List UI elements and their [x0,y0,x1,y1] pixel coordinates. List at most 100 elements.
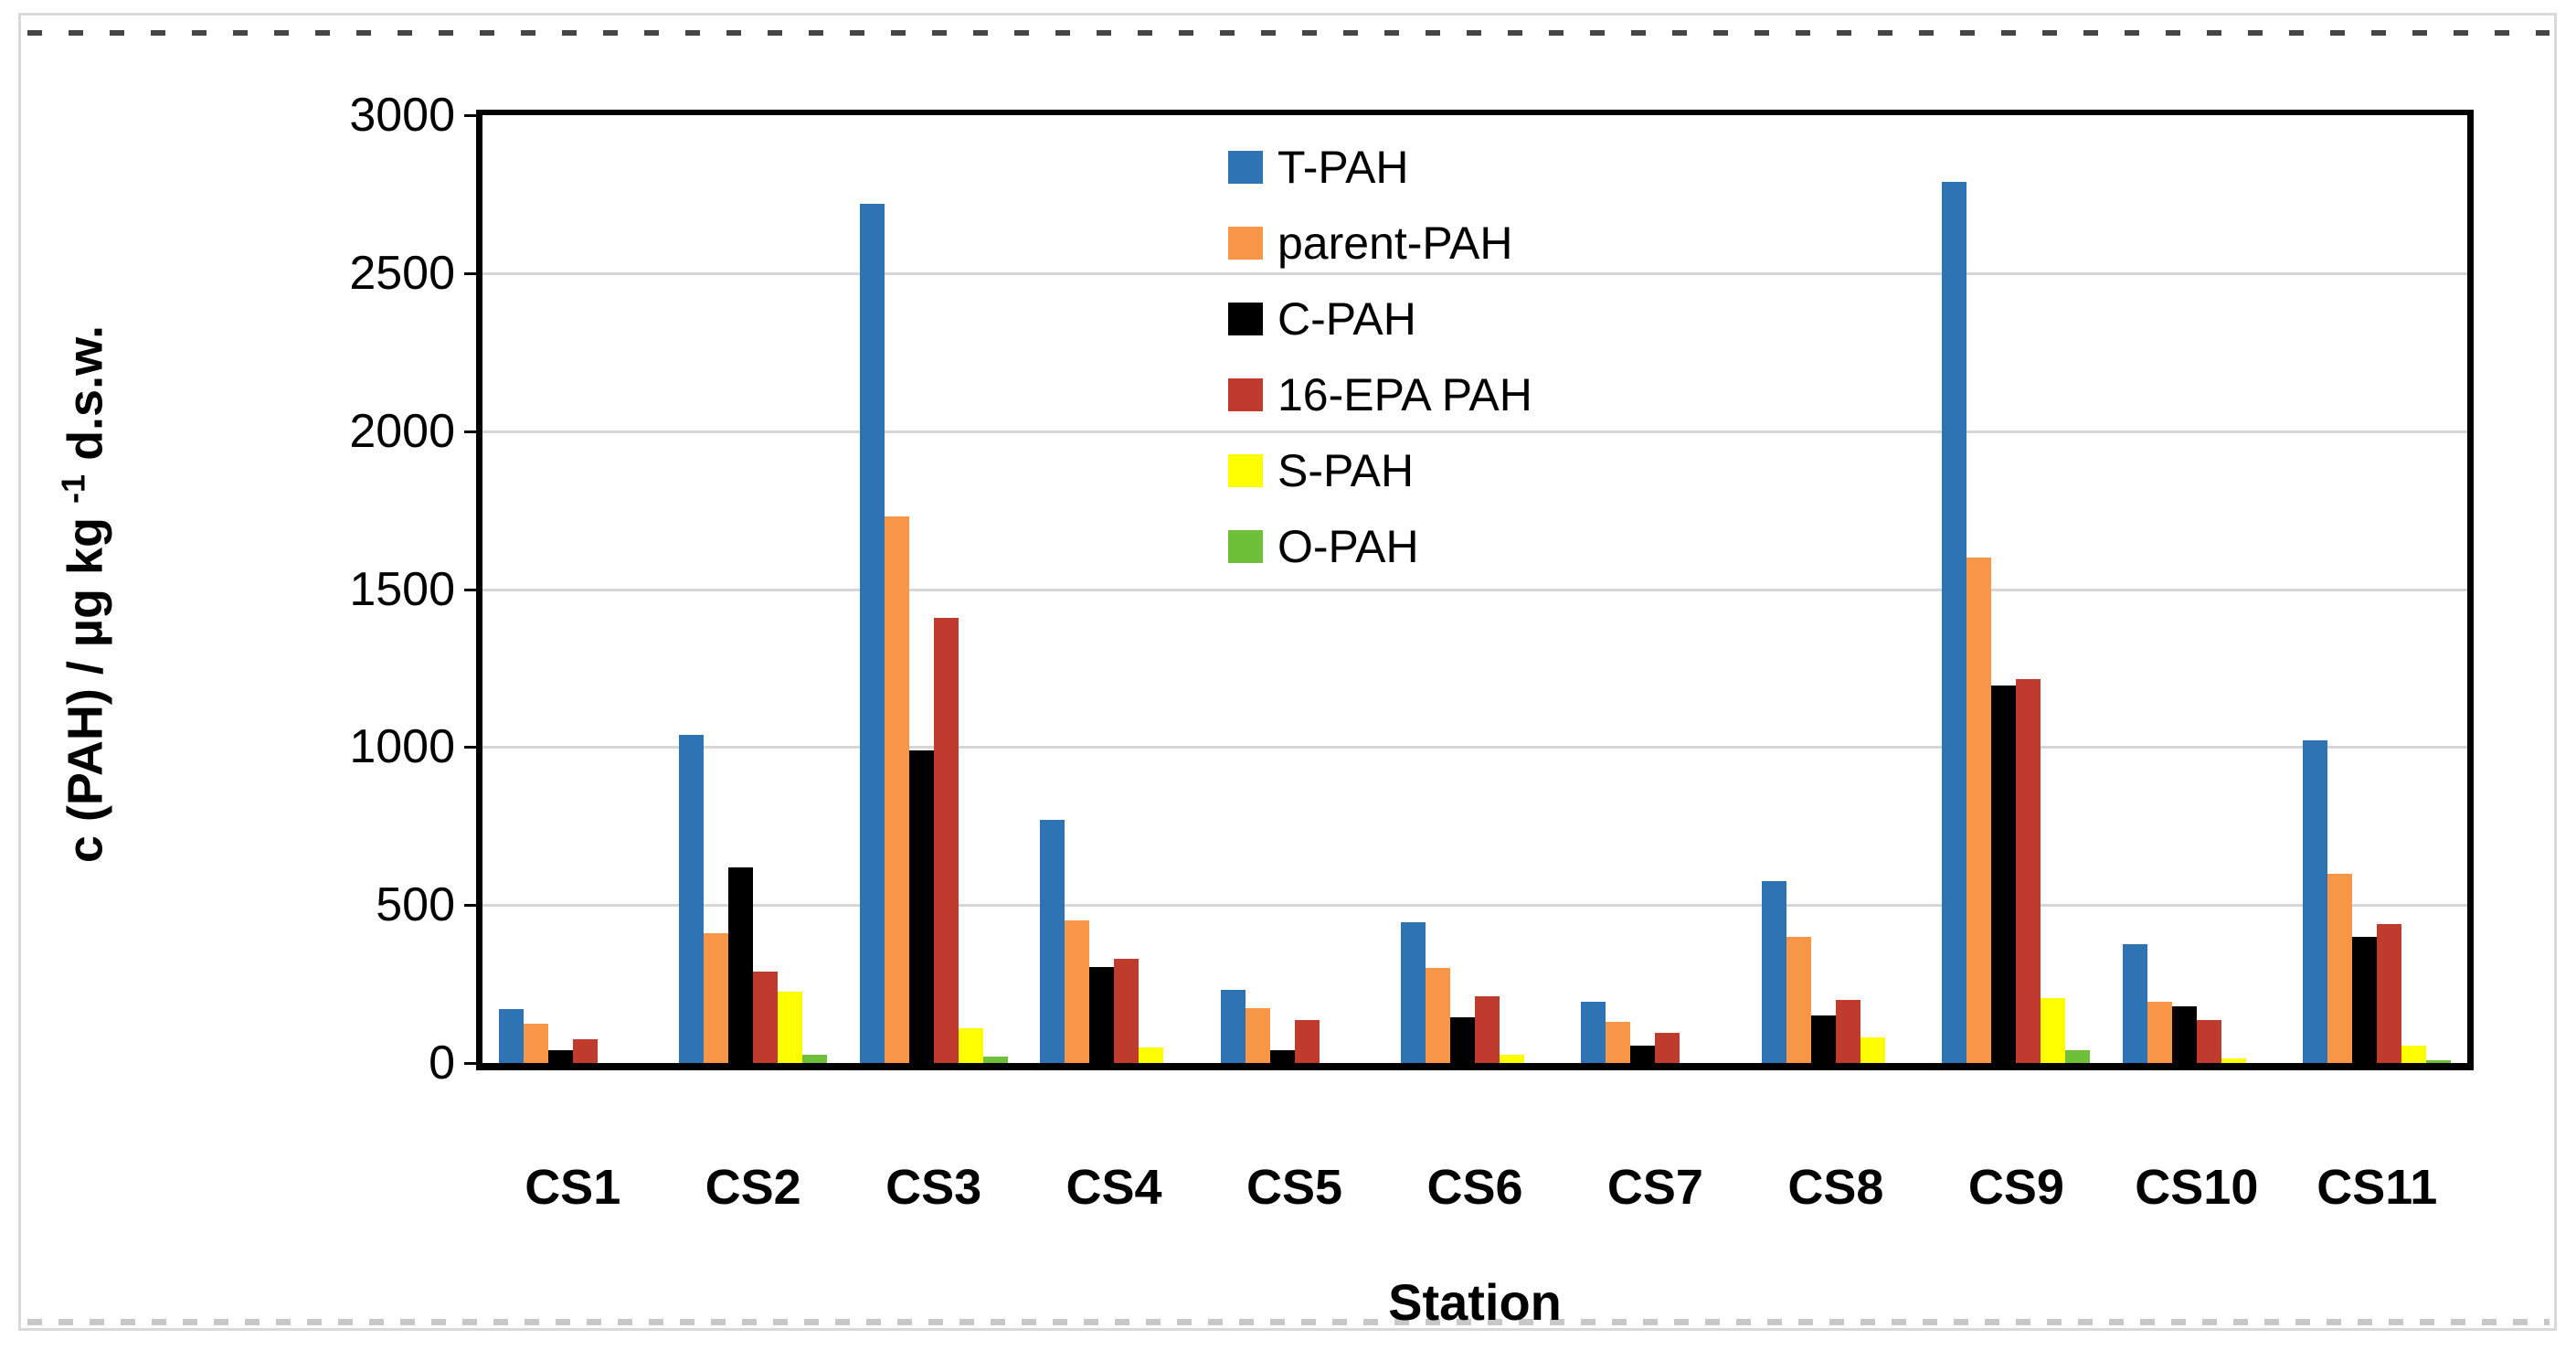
bar-CS9-C-PAH [1991,685,2017,1063]
legend-swatch-icon [1228,151,1263,184]
bar-CS3-parent-PAH [884,516,909,1063]
bar-CS4-C-PAH [1089,966,1115,1063]
bar-CS11-S-PAH [2401,1045,2427,1063]
x-tick-label: CS11 [2316,1160,2438,1215]
legend-label: parent-PAH [1277,218,1513,269]
bar-CS2-S-PAH [778,992,803,1063]
bar-CS9-O-PAH [2065,1050,2091,1063]
bar-CS4-T-PAH [1040,819,1065,1063]
bar-CS3-S-PAH [958,1027,983,1063]
bar-CS7-16-EPA PAH [1655,1033,1680,1063]
bar-CS9-S-PAH [2041,998,2066,1063]
bar-CS7-T-PAH [1581,1001,1606,1063]
y-tick-mark [464,430,477,433]
gridline [482,746,2467,749]
x-tick-label: CS7 [1606,1160,1703,1215]
legend-label: O-PAH [1277,521,1419,572]
y-tick-mark [464,588,477,591]
bar-CS11-O-PAH [2426,1059,2452,1063]
bar-CS10-C-PAH [2171,1005,2197,1063]
legend-item-16-EPA PAH: 16-EPA PAH [1228,372,1532,418]
y-tick-mark [464,746,477,749]
axis-right [2467,110,2474,1070]
bar-CS1-T-PAH [498,1009,524,1063]
legend-swatch-icon [1228,227,1263,260]
bar-CS11-16-EPA PAH [2377,923,2402,1063]
y-tick-label: 500 [376,878,455,932]
figure-border [18,13,2557,1331]
bar-CS8-16-EPA PAH [1835,999,1860,1063]
bar-CS3-O-PAH [982,1057,1008,1063]
bar-CS6-T-PAH [1401,922,1426,1063]
bar-CS3-T-PAH [859,203,885,1063]
axis-bottom [476,1063,2474,1070]
bar-CS2-O-PAH [802,1055,828,1063]
bar-CS4-S-PAH [1139,1047,1164,1063]
bar-CS11-parent-PAH [2327,873,2353,1063]
bar-CS1-parent-PAH [523,1023,548,1063]
x-axis-title: Station [1388,1273,1562,1331]
legend-item-S-PAH: S-PAH [1228,448,1414,494]
legend-swatch-icon [1228,303,1263,335]
bar-CS6-16-EPA PAH [1475,996,1500,1063]
legend-label: T-PAH [1277,142,1409,193]
bottom-dashed-line [27,1319,2549,1325]
legend-item-O-PAH: O-PAH [1228,524,1419,569]
bar-CS10-16-EPA PAH [2196,1020,2221,1063]
bar-CS7-parent-PAH [1606,1022,1631,1063]
bar-CS4-parent-PAH [1065,920,1090,1063]
y-tick-mark [464,904,477,908]
y-tick-label: 3000 [349,89,455,142]
y-tick-mark [464,114,477,117]
bar-CS9-T-PAH [1942,181,1967,1063]
bar-CS2-C-PAH [728,866,754,1063]
legend-item-C-PAH: C-PAH [1228,296,1416,342]
bar-CS2-parent-PAH [704,933,729,1063]
bar-CS10-S-PAH [2221,1058,2246,1063]
y-tick-label: 1000 [349,720,455,774]
bar-CS2-16-EPA PAH [753,971,779,1063]
legend-swatch-icon [1228,530,1263,563]
bar-CS6-C-PAH [1450,1016,1475,1063]
bar-CS8-T-PAH [1761,881,1786,1063]
bar-CS10-parent-PAH [2147,1001,2172,1063]
y-tick-label: 1500 [349,562,455,616]
y-tick-label: 2000 [349,404,455,458]
bar-CS6-S-PAH [1500,1055,1524,1063]
y-tick-label: 2500 [349,246,455,300]
legend-label: 16-EPA PAH [1277,369,1532,420]
bar-CS1-C-PAH [547,1050,573,1063]
y-axis-title: c (PAH) / µg kg -1 d.s.w. [55,325,114,863]
bar-CS8-S-PAH [1860,1037,1885,1063]
legend-label: C-PAH [1277,293,1416,345]
y-axis-title-superscript: -1 [54,473,92,504]
x-tick-label: CS3 [885,1160,982,1215]
legend-item-T-PAH: T-PAH [1228,144,1409,190]
x-tick-label: CS10 [2135,1160,2259,1215]
x-tick-label: CS1 [525,1160,621,1215]
gridline [482,904,2467,908]
y-tick-label: 0 [429,1036,455,1090]
bar-CS3-C-PAH [908,749,934,1063]
legend-swatch-icon [1228,454,1263,487]
bar-CS11-T-PAH [2303,740,2328,1063]
bar-CS8-C-PAH [1810,1015,1836,1063]
bar-CS7-C-PAH [1630,1045,1656,1063]
gridline [482,271,2467,275]
legend-item-parent-PAH: parent-PAH [1228,220,1513,266]
x-tick-label: CS2 [705,1160,801,1215]
legend-swatch-icon [1228,378,1263,411]
axis-top [476,110,2474,115]
bar-CS5-16-EPA PAH [1294,1020,1320,1063]
bar-CS9-16-EPA PAH [2016,679,2041,1063]
bar-CS1-16-EPA PAH [572,1039,598,1063]
bar-CS10-T-PAH [2122,944,2147,1063]
gridline [482,430,2467,433]
gridline [482,588,2467,591]
x-tick-label: CS4 [1065,1160,1162,1215]
bar-CS2-T-PAH [679,734,705,1063]
axis-left [476,110,482,1070]
bar-CS8-parent-PAH [1786,936,1811,1063]
x-tick-label: CS9 [1967,1160,2064,1215]
